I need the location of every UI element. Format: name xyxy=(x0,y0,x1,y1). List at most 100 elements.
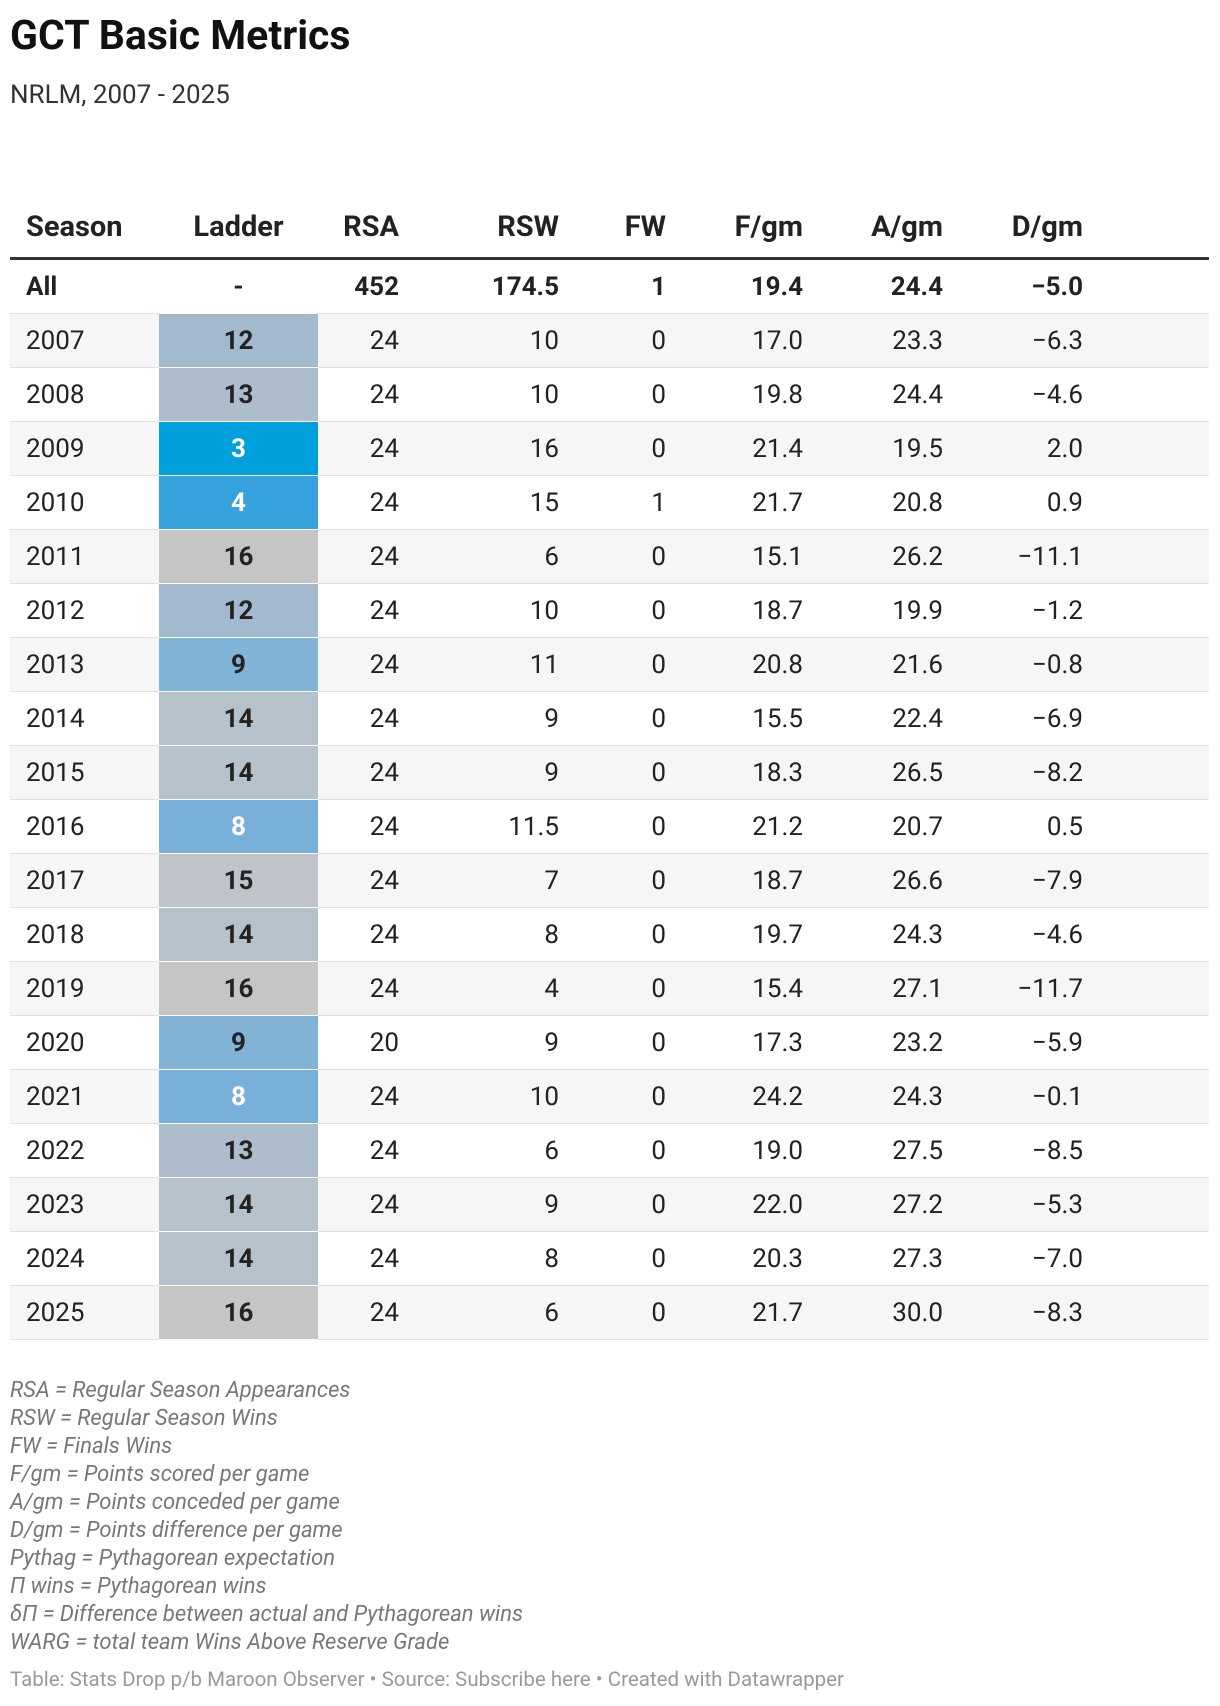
cell: 21.4 xyxy=(679,421,816,476)
cell: 24 xyxy=(318,1285,412,1340)
cell: 2017 xyxy=(10,853,159,908)
cell: 24 xyxy=(318,853,412,908)
cell: 27.5 xyxy=(816,1123,956,1178)
cell: 16 xyxy=(412,421,572,476)
cell: 24 xyxy=(318,637,412,692)
subtitle: NRLM, 2007 - 2025 xyxy=(10,80,230,110)
cell: 27.2 xyxy=(816,1177,956,1232)
ladder-cell: 9 xyxy=(159,637,318,692)
cell: 0.4 xyxy=(1096,1177,1209,1232)
cell: −6.9 xyxy=(956,691,1096,746)
ladder-cell: 8 xyxy=(159,1069,318,1124)
cell: 2025 xyxy=(10,1285,159,1340)
note: D/gm = Points difference per game xyxy=(10,1518,343,1543)
cell: −4.6 xyxy=(956,367,1096,422)
ladder-cell: 16 xyxy=(159,529,318,584)
cell: 0.9 xyxy=(956,475,1096,530)
cell: 24.3 xyxy=(816,1069,956,1124)
ladder-cell: 16 xyxy=(159,1285,318,1340)
cell: 18.3 xyxy=(679,745,816,800)
cell: 0 xyxy=(572,1123,679,1178)
cell: 24 xyxy=(318,799,412,854)
cell: 0 xyxy=(572,691,679,746)
cell: 2007 xyxy=(10,313,159,368)
column-header: Pythag xyxy=(1096,196,1209,260)
cell: 24.2 xyxy=(679,1069,816,1124)
cell: 0 xyxy=(572,583,679,638)
cell: 1 xyxy=(572,475,679,530)
cell: 24 xyxy=(318,313,412,368)
cell: 2016 xyxy=(10,799,159,854)
column-header: A/gm xyxy=(816,196,956,260)
cell: −6.3 xyxy=(956,313,1096,368)
cell: 24 xyxy=(318,583,412,638)
cell: −0.1 xyxy=(956,1069,1096,1124)
cell: 18.7 xyxy=(679,583,816,638)
cell: 11.5 xyxy=(412,799,572,854)
ladder-cell: 12 xyxy=(159,583,318,638)
cell: 24.3 xyxy=(816,907,956,962)
ladder-cell: 14 xyxy=(159,907,318,962)
note: F/gm = Points scored per game xyxy=(10,1462,310,1487)
cell: - xyxy=(233,271,244,302)
cell: 0.5 xyxy=(1096,475,1209,530)
cell: 15 xyxy=(412,475,572,530)
cell: 2012 xyxy=(10,583,159,638)
cell: 2014 xyxy=(10,691,159,746)
cell: 24 xyxy=(318,1177,412,1232)
cell: 19.7 xyxy=(679,907,816,962)
cell: 0.3 xyxy=(1096,258,1209,314)
cell: 9 xyxy=(412,1015,572,1070)
cell: 21.6 xyxy=(816,637,956,692)
cell: 2024 xyxy=(10,1231,159,1286)
cell: 20.3 xyxy=(679,1231,816,1286)
cell: 2008 xyxy=(10,367,159,422)
ladder-cell: 9 xyxy=(159,1015,318,1070)
ladder-cell: 13 xyxy=(159,367,318,422)
ladder-cell: 14 xyxy=(159,745,318,800)
cell: 0.3 xyxy=(1096,1015,1209,1070)
note: FW = Finals Wins xyxy=(10,1434,173,1459)
cell: 2009 xyxy=(10,421,159,476)
ladder-cell: 16 xyxy=(159,961,318,1016)
cell: 2011 xyxy=(10,529,159,584)
cell: 19.4 xyxy=(679,258,816,314)
cell: 21.7 xyxy=(679,1285,816,1340)
cell: All xyxy=(10,258,159,314)
footer: Table: Stats Drop p/b Maroon Observer • … xyxy=(10,1668,844,1692)
cell: 2.0 xyxy=(956,421,1096,476)
cell: 8 xyxy=(412,907,572,962)
ladder-cell: 13 xyxy=(159,1123,318,1178)
cell: 0 xyxy=(572,1177,679,1232)
cell: −8.5 xyxy=(956,1123,1096,1178)
cell: −4.6 xyxy=(956,907,1096,962)
ladder-cell: 3 xyxy=(159,421,318,476)
cell: 21.2 xyxy=(679,799,816,854)
cell: 9 xyxy=(412,1177,572,1232)
cell: 8 xyxy=(412,1231,572,1286)
cell: 15.1 xyxy=(679,529,816,584)
cell: 24 xyxy=(318,367,412,422)
ladder-cell: 14 xyxy=(159,1177,318,1232)
cell: 17.0 xyxy=(679,313,816,368)
cell: −0.8 xyxy=(956,637,1096,692)
cell: 0.4 xyxy=(1096,907,1209,962)
cell: 2021 xyxy=(10,1069,159,1124)
cell: 10 xyxy=(412,313,572,368)
cell: 0 xyxy=(572,1285,679,1340)
ladder-cell: 14 xyxy=(159,691,318,746)
ladder-cell: 8 xyxy=(159,799,318,854)
cell: 0 xyxy=(572,529,679,584)
cell: 22.4 xyxy=(816,691,956,746)
ladder-cell: 12 xyxy=(159,313,318,368)
